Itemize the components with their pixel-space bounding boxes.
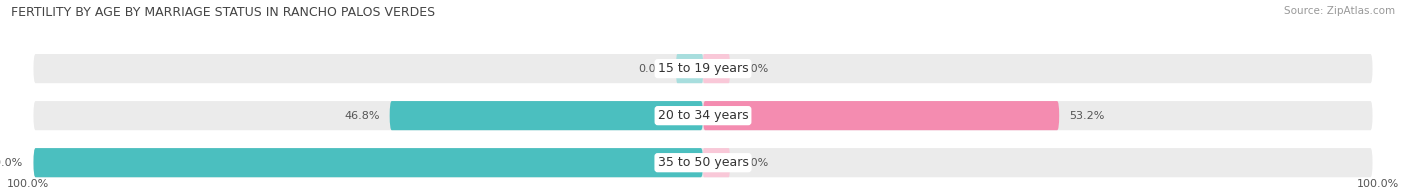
Text: 100.0%: 100.0% — [0, 158, 24, 168]
FancyBboxPatch shape — [676, 54, 703, 83]
Text: 20 to 34 years: 20 to 34 years — [658, 109, 748, 122]
Text: Source: ZipAtlas.com: Source: ZipAtlas.com — [1284, 6, 1395, 16]
Text: 15 to 19 years: 15 to 19 years — [658, 62, 748, 75]
Text: 0.0%: 0.0% — [740, 64, 768, 74]
Text: 53.2%: 53.2% — [1069, 111, 1105, 121]
Text: 0.0%: 0.0% — [740, 158, 768, 168]
FancyBboxPatch shape — [703, 148, 730, 177]
FancyBboxPatch shape — [34, 148, 703, 177]
FancyBboxPatch shape — [703, 101, 1059, 130]
FancyBboxPatch shape — [703, 54, 730, 83]
Text: FERTILITY BY AGE BY MARRIAGE STATUS IN RANCHO PALOS VERDES: FERTILITY BY AGE BY MARRIAGE STATUS IN R… — [11, 6, 436, 19]
Text: 100.0%: 100.0% — [1357, 179, 1399, 189]
Text: 46.8%: 46.8% — [344, 111, 380, 121]
Text: 0.0%: 0.0% — [638, 64, 666, 74]
FancyBboxPatch shape — [34, 54, 1372, 83]
Text: 100.0%: 100.0% — [7, 179, 49, 189]
FancyBboxPatch shape — [389, 101, 703, 130]
FancyBboxPatch shape — [34, 148, 1372, 177]
Text: 35 to 50 years: 35 to 50 years — [658, 156, 748, 169]
FancyBboxPatch shape — [34, 101, 1372, 130]
